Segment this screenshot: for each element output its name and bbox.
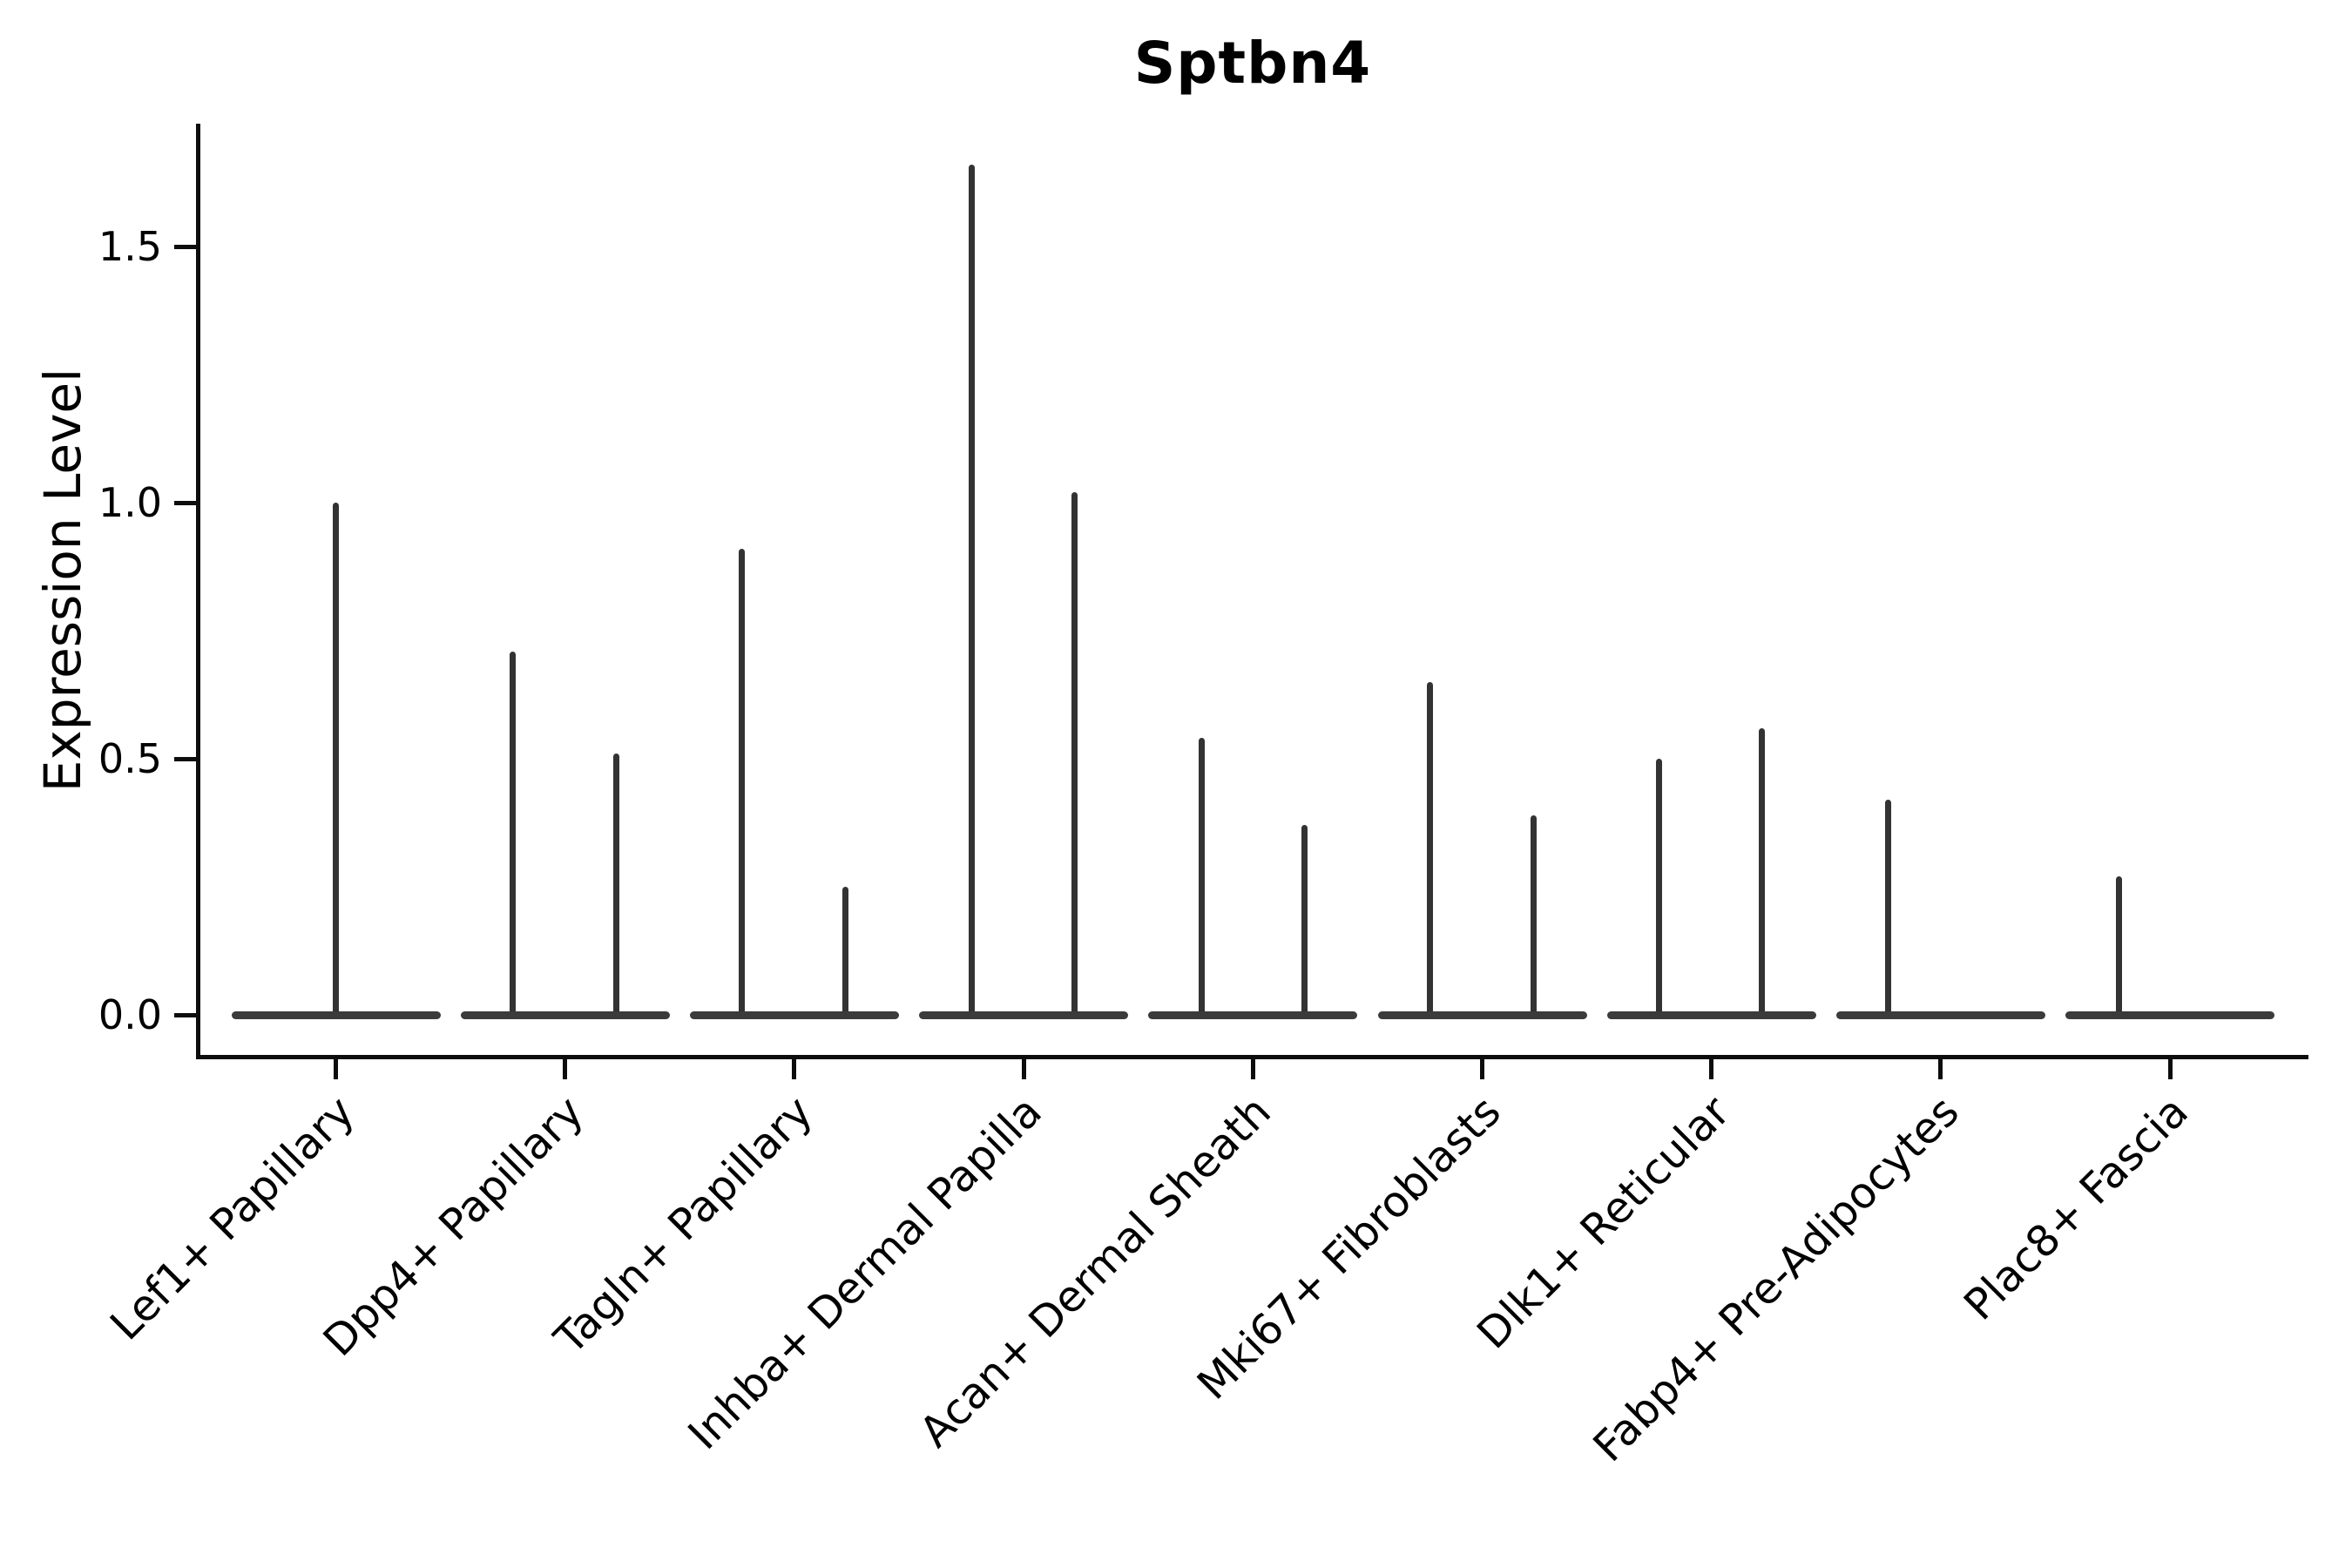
y-axis-spine (196, 124, 200, 1059)
violin-spike (1301, 825, 1308, 1018)
x-tick-mark (1480, 1055, 1484, 1079)
x-tick-mark (1250, 1055, 1255, 1079)
violin-spike (333, 503, 339, 1018)
violin-spike (510, 651, 517, 1018)
violin-base (1148, 1010, 1358, 1019)
x-tick-label: Lef1+ Papillary (100, 1086, 364, 1350)
violin-base (919, 1010, 1129, 1019)
x-tick-label: Plac8+ Fascia (1954, 1086, 2198, 1330)
x-tick-mark (792, 1055, 797, 1079)
y-axis-label: Expression Level (33, 368, 92, 793)
x-tick-mark (334, 1055, 338, 1079)
y-tick-mark (174, 244, 199, 249)
violin-base (1835, 1010, 2045, 1019)
violin-spike (1656, 759, 1663, 1018)
chart-title: Sptbn4 (1133, 30, 1372, 97)
violin-base (1377, 1010, 1587, 1019)
violin-spike (968, 164, 975, 1018)
y-tick-mark (174, 500, 199, 505)
y-tick-label: 1.5 (98, 223, 162, 270)
violin-spike (1885, 800, 1892, 1018)
x-tick-label: Dlk1+ Reticular (1467, 1086, 1740, 1359)
x-tick-mark (1709, 1055, 1714, 1079)
violin-base (2065, 1010, 2275, 1019)
violin-spike (1427, 681, 1433, 1018)
violin-spike (1071, 492, 1078, 1018)
violin-spike (842, 887, 849, 1018)
violin-spike (739, 548, 746, 1018)
y-tick-mark (174, 756, 199, 761)
violin-base (1606, 1010, 1816, 1019)
y-tick-label: 1.0 (98, 479, 162, 526)
violin-spike (1531, 814, 1537, 1018)
y-tick-label: 0.0 (98, 991, 162, 1038)
violin-spike (1759, 727, 1766, 1018)
y-tick-label: 0.5 (98, 735, 162, 782)
x-tick-mark (1938, 1055, 1943, 1079)
violin-base (689, 1010, 899, 1019)
violin-base (460, 1010, 670, 1019)
x-tick-label: Fabp4+ Pre-Adipocytes (1584, 1086, 1969, 1472)
violin-spike (613, 754, 620, 1018)
violin-spike (2115, 876, 2122, 1018)
x-tick-mark (2167, 1055, 2173, 1079)
violin-base (231, 1010, 441, 1019)
x-tick-mark (563, 1055, 568, 1079)
x-tick-mark (1021, 1055, 1026, 1079)
violin-spike (1198, 738, 1205, 1018)
y-tick-mark (174, 1012, 199, 1017)
